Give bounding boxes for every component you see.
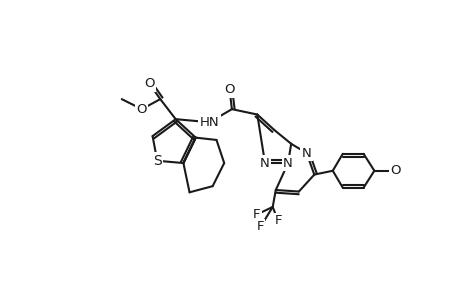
Text: F: F bbox=[274, 214, 281, 227]
Text: N: N bbox=[260, 157, 269, 169]
Text: S: S bbox=[152, 154, 161, 168]
Text: O: O bbox=[144, 77, 154, 90]
Text: N: N bbox=[301, 146, 311, 160]
Text: O: O bbox=[389, 164, 399, 177]
Text: N: N bbox=[283, 157, 292, 169]
Text: F: F bbox=[252, 208, 260, 221]
Text: O: O bbox=[224, 83, 235, 96]
Text: F: F bbox=[256, 220, 263, 233]
Text: O: O bbox=[136, 103, 147, 116]
Text: HN: HN bbox=[199, 116, 219, 129]
